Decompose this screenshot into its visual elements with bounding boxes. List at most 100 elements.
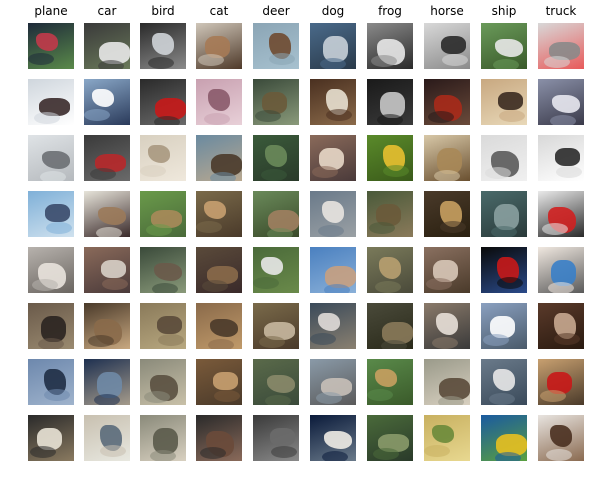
thumbnail-background-shape xyxy=(146,224,172,236)
thumbnail-horse-2 xyxy=(424,79,470,125)
thumbnail-background-shape xyxy=(259,336,285,348)
thumbnail-plane-4 xyxy=(28,191,74,237)
thumbnail-subject xyxy=(208,89,230,111)
thumbnail-background-shape xyxy=(442,54,468,66)
thumbnail-background-shape xyxy=(44,389,70,401)
column-label-truck: truck xyxy=(545,4,577,18)
thumbnail-background-shape xyxy=(320,58,346,69)
thumbnail-background-shape xyxy=(554,333,580,345)
thumbnail-deer-5 xyxy=(253,247,299,293)
thumbnail-subject xyxy=(497,257,519,283)
thumbnail-background-shape xyxy=(102,278,128,290)
thumbnail-background-shape xyxy=(46,222,72,234)
thumbnail-background-shape xyxy=(491,226,517,237)
thumbnail-subject xyxy=(324,431,352,449)
thumbnail-dog-6 xyxy=(310,303,356,349)
thumbnail-plane-6 xyxy=(28,303,74,349)
thumbnail-frog-1 xyxy=(367,23,413,69)
thumbnail-deer-2 xyxy=(253,79,299,125)
column-label-bird: bird xyxy=(151,4,175,18)
column-label-dog: dog xyxy=(321,4,345,18)
thumbnail-ship-1 xyxy=(481,23,527,69)
thumbnail-deer-4 xyxy=(253,191,299,237)
thumbnail-background-shape xyxy=(322,451,348,461)
thumbnail-background-shape xyxy=(40,171,66,181)
thumbnail-subject xyxy=(205,36,230,58)
thumbnail-truck-8 xyxy=(538,415,584,461)
thumbnail-frog-5 xyxy=(367,247,413,293)
thumbnail-subject xyxy=(45,204,70,222)
thumbnail-deer-6 xyxy=(253,303,299,349)
thumbnail-subject xyxy=(264,322,295,340)
thumbnail-cat-8 xyxy=(196,415,242,461)
thumbnail-deer-8 xyxy=(253,415,299,461)
thumbnail-subject xyxy=(554,313,576,339)
thumbnail-cat-2 xyxy=(196,79,242,125)
thumbnail-subject xyxy=(496,434,527,456)
thumbnail-background-shape xyxy=(269,53,295,65)
column-label-ship: ship xyxy=(491,4,517,18)
thumbnail-background-shape xyxy=(550,115,576,125)
column-label-plane: plane xyxy=(34,4,68,18)
thumbnail-background-shape xyxy=(96,227,122,237)
thumbnail-ship-6 xyxy=(481,303,527,349)
thumbnail-background-shape xyxy=(312,166,338,178)
thumbnail-subject xyxy=(437,148,462,174)
thumbnail-cat-1 xyxy=(196,23,242,69)
thumbnail-background-shape xyxy=(84,109,110,121)
thumbnail-background-shape xyxy=(152,283,178,293)
thumbnail-background-shape xyxy=(255,110,281,122)
thumbnail-subject xyxy=(441,36,466,54)
thumbnail-subject xyxy=(432,425,454,443)
thumbnail-background-shape xyxy=(424,445,450,457)
thumbnail-background-shape xyxy=(324,284,350,293)
thumbnail-bird-7 xyxy=(140,359,186,405)
thumbnail-bird-4 xyxy=(140,191,186,237)
thumbnail-subject xyxy=(549,42,580,60)
thumbnail-cat-3 xyxy=(196,135,242,181)
thumbnail-background-shape xyxy=(493,59,519,69)
thumbnail-background-shape xyxy=(261,169,287,181)
thumbnail-background-shape xyxy=(310,333,336,345)
thumbnail-background-shape xyxy=(140,165,166,177)
thumbnail-subject xyxy=(95,154,126,172)
thumbnail-background-shape xyxy=(556,166,582,178)
thumbnail-subject xyxy=(262,92,287,114)
thumbnail-background-shape xyxy=(98,60,124,69)
thumbnail-subject xyxy=(490,316,515,338)
thumbnail-background-shape xyxy=(440,221,466,233)
thumbnail-background-shape xyxy=(542,223,568,235)
thumbnail-background-shape xyxy=(426,278,452,290)
thumbnail-background-shape xyxy=(30,446,56,458)
thumbnail-car-3 xyxy=(84,135,130,181)
thumbnail-background-shape xyxy=(144,391,170,403)
thumbnail-cat-5 xyxy=(196,247,242,293)
thumbnail-subject xyxy=(378,434,409,452)
thumbnail-background-shape xyxy=(375,281,401,293)
thumbnail-subject xyxy=(440,201,462,227)
thumbnail-background-shape xyxy=(381,340,407,349)
thumbnail-subject xyxy=(213,372,238,390)
thumbnail-background-shape xyxy=(88,335,114,347)
thumbnail-cat-4 xyxy=(196,191,242,237)
thumbnail-ship-3 xyxy=(481,135,527,181)
thumbnail-dog-1 xyxy=(310,23,356,69)
thumbnail-background-shape xyxy=(204,113,230,125)
thumbnail-background-shape xyxy=(154,116,180,125)
thumbnail-subject xyxy=(375,369,397,387)
thumbnail-subject xyxy=(151,210,182,228)
thumbnail-truck-1 xyxy=(538,23,584,69)
thumbnail-subject xyxy=(204,201,226,219)
thumbnail-frog-8 xyxy=(367,415,413,461)
thumbnail-ship-2 xyxy=(481,79,527,125)
thumbnail-car-2 xyxy=(84,79,130,125)
thumbnail-subject xyxy=(37,428,62,450)
thumbnail-subject xyxy=(552,95,580,113)
thumbnail-frog-7 xyxy=(367,359,413,405)
thumbnail-background-shape xyxy=(483,334,509,346)
thumbnail-background-shape xyxy=(434,170,460,181)
thumbnail-horse-5 xyxy=(424,247,470,293)
thumbnail-deer-1 xyxy=(253,23,299,69)
thumbnail-subject xyxy=(325,266,356,288)
thumbnail-background-shape xyxy=(373,448,399,460)
